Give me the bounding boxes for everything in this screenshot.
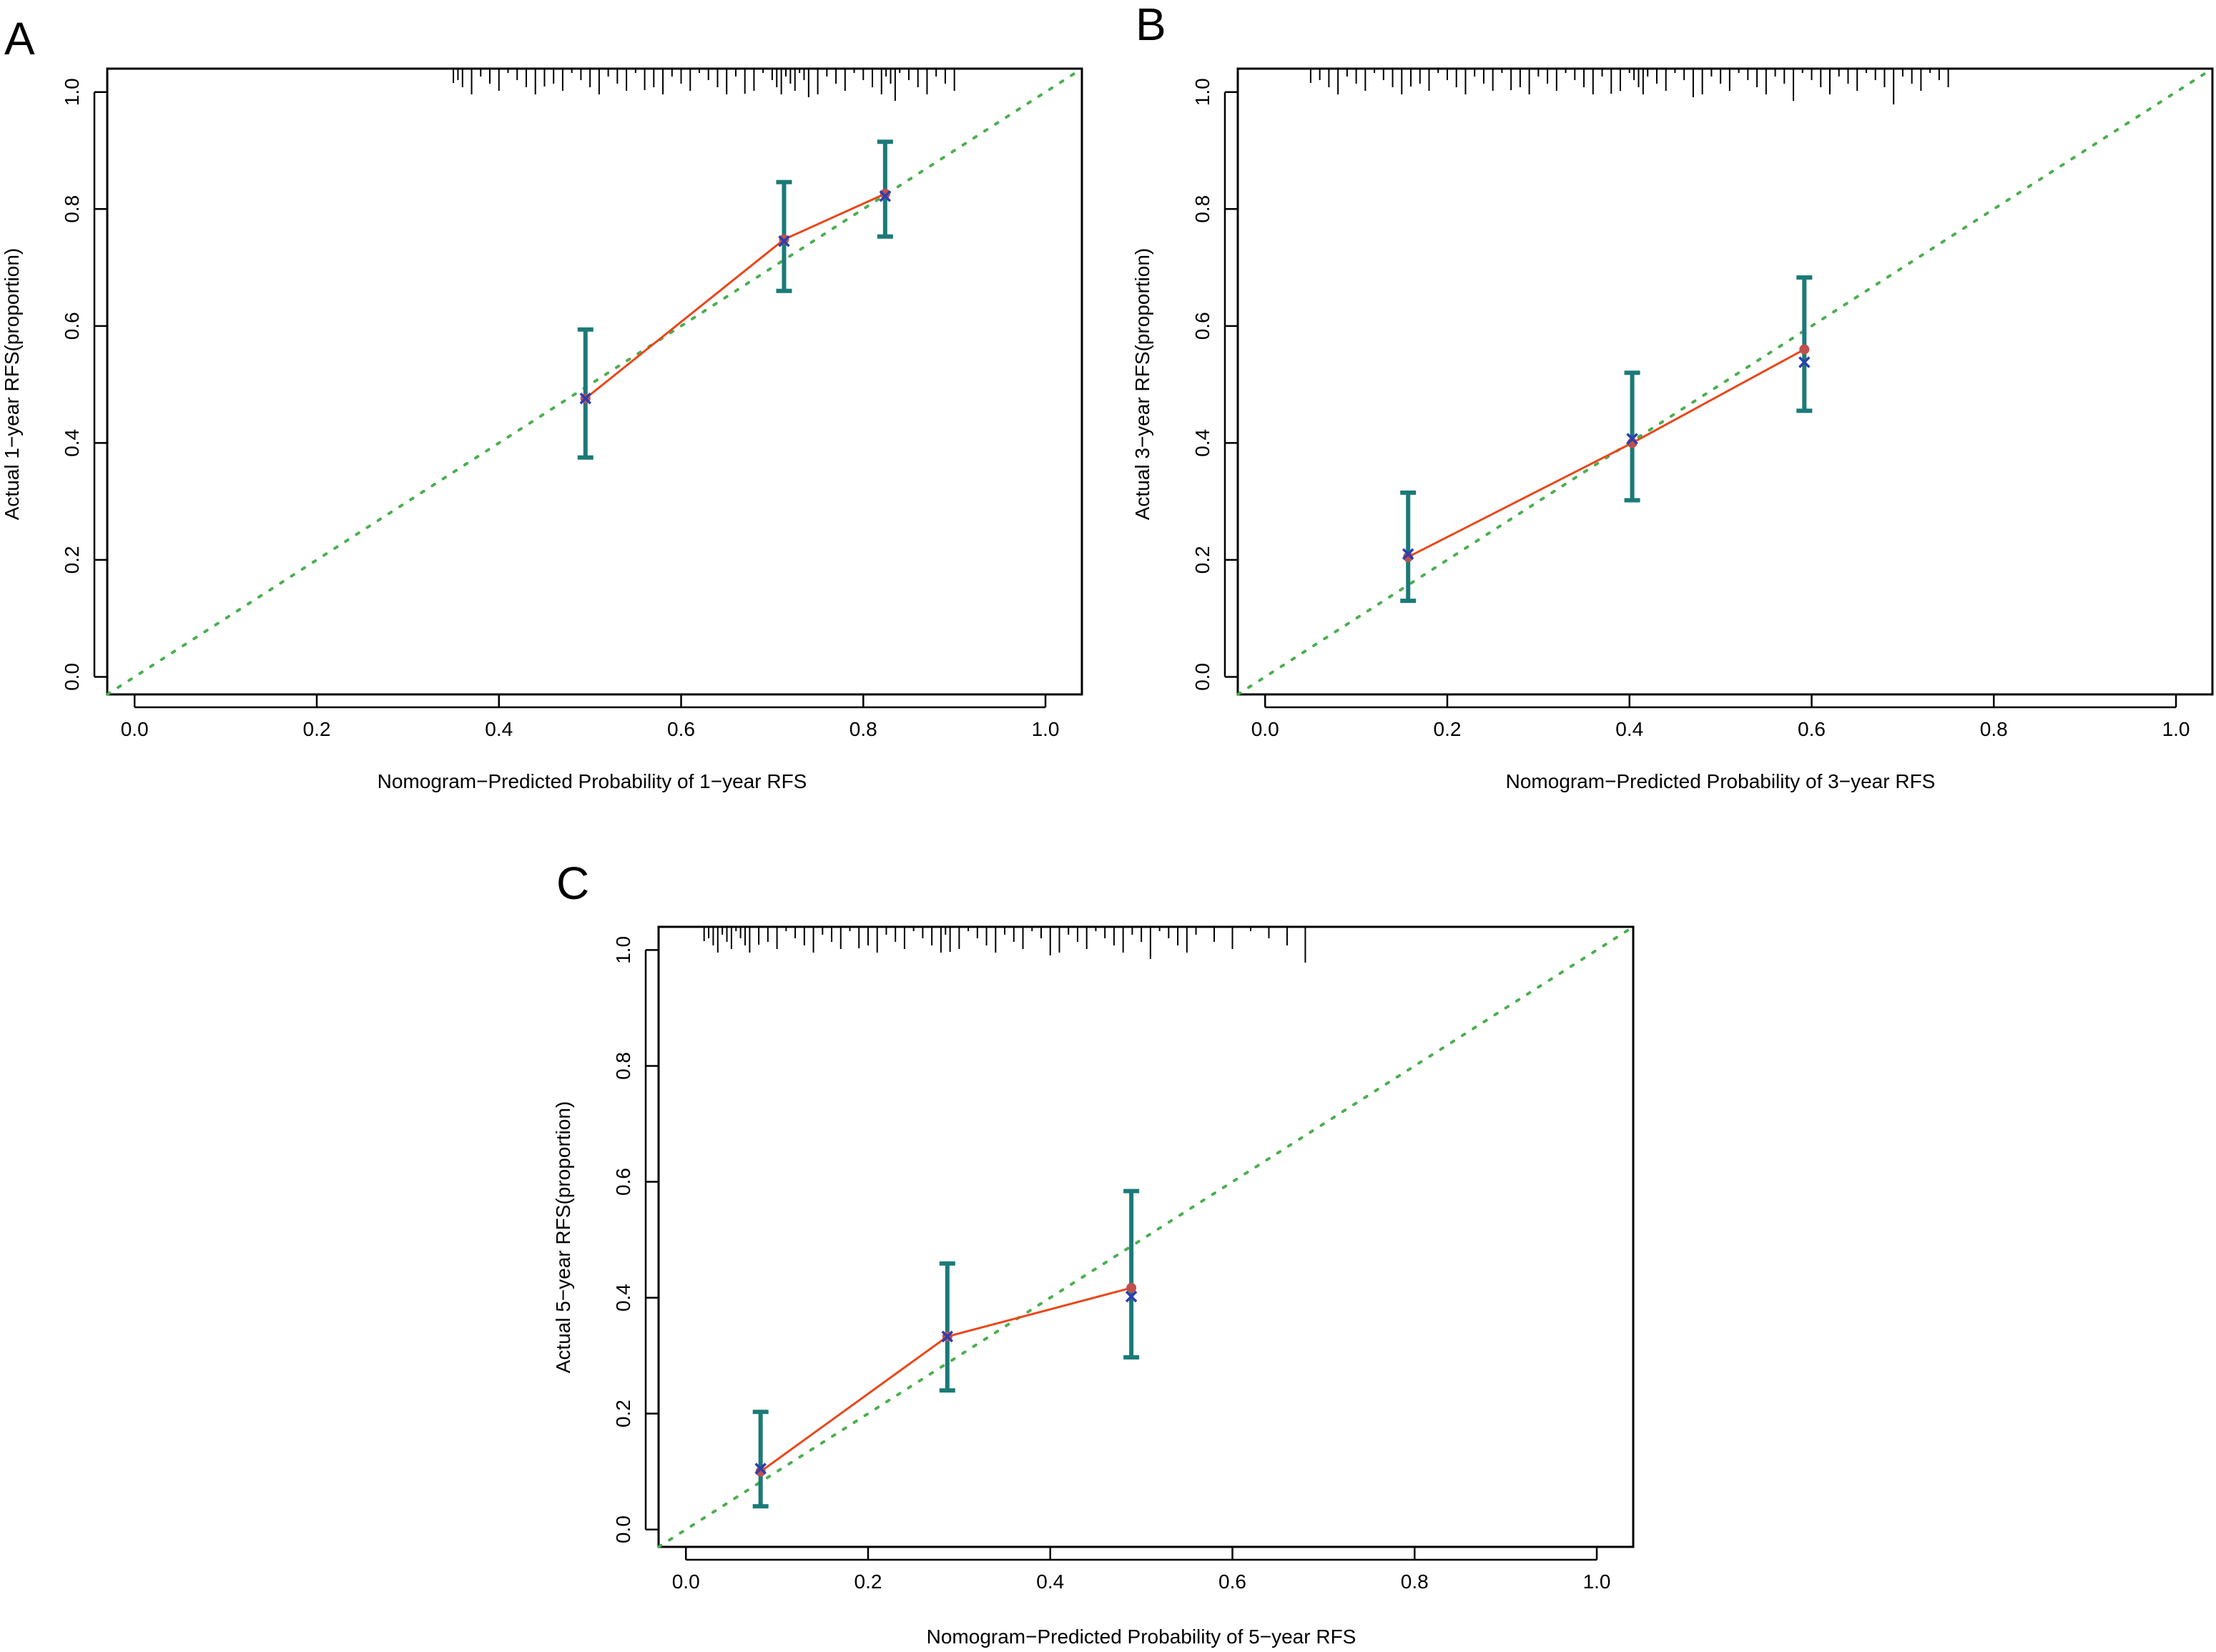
panel-a-y-tick-label: 0.6 <box>61 312 83 340</box>
panel-b-ideal-reference-line <box>1236 67 2214 696</box>
panel-b-x-axis-label: Nomogram−Predicted Probability of 3−year… <box>1506 770 1936 792</box>
panel-b-x-tick-label: 0.4 <box>1615 718 1643 740</box>
panel-b-y-tick-label: 0.2 <box>1191 546 1213 574</box>
panel-a-x-tick-label: 0.0 <box>121 718 149 740</box>
panel-a-y-tick-label: 0.8 <box>61 195 83 223</box>
panel-b-corrected-marker <box>1626 433 1638 445</box>
panel-c-x-tick-label: 0.2 <box>855 1570 882 1593</box>
panel-b-corrected-marker <box>1402 548 1414 560</box>
panel-c-corrected-marker <box>941 1330 954 1343</box>
panel-c-y-tick-label: 0.6 <box>612 1168 634 1196</box>
panel-c-x-tick-label: 1.0 <box>1583 1570 1611 1593</box>
panel-c: C 0.0 0.2 0.4 0.6 0.8 1.0 0.0 0.2 0.4 0.6 0.8 1.0 N… <box>552 857 1635 1648</box>
panel-a-y-tick-label: 0.2 <box>61 546 83 574</box>
panel-c-x-axis-label: Nomogram−Predicted Probability of 5−year… <box>927 1626 1356 1648</box>
panel-b-x-tick-label: 1.0 <box>2162 718 2190 740</box>
panel-a-x-tick-label: 0.8 <box>850 718 877 740</box>
panel-c-y-tick-label: 1.0 <box>612 936 634 964</box>
panel-b-x-tick-label: 0.0 <box>1251 718 1279 740</box>
panel-c-ideal-reference-line <box>657 925 1635 1548</box>
panel-a-observed-point <box>880 189 890 199</box>
panel-a-x-tick-label: 1.0 <box>1032 718 1060 740</box>
panel-a-corrected-marker <box>879 190 892 202</box>
panel-a-corrected-marker <box>579 392 591 405</box>
panel-b-corrected-marker <box>1798 356 1811 368</box>
panel-c-x-tick-label: 0.0 <box>672 1570 700 1593</box>
panel-b-observed-point <box>1403 551 1414 562</box>
panel-a-plot-frame <box>106 67 1083 696</box>
panel-b-y-tick-label: 0.0 <box>1191 663 1213 691</box>
panel-a-y-tick-label: 1.0 <box>61 78 83 106</box>
panel-b-observed-point <box>1799 344 1810 355</box>
panel-label-c: C <box>556 857 589 909</box>
panel-a-y-tick-label: 0.0 <box>61 663 83 691</box>
panel-b-x-tick-label: 0.6 <box>1798 718 1826 740</box>
panel-b-calibration-line <box>1407 348 1806 559</box>
panel-c-observed-point <box>755 1466 766 1477</box>
panel-a-ideal-reference-line <box>106 67 1083 696</box>
panel-a-corrected-marker <box>778 235 790 247</box>
panel-a: A 0.0 0.2 0.4 0.6 0.8 1.0 0.0 0.2 0.4 0.6 0.8 1.0 N… <box>1 13 1083 792</box>
panel-b-y-tick-label: 0.6 <box>1191 312 1213 340</box>
panel-a-y-tick-label: 0.4 <box>61 429 83 457</box>
panel-c-corrected-marker <box>754 1462 767 1475</box>
panel-a-calibration-line <box>584 192 886 400</box>
panel-b-y-tick-label: 0.8 <box>1191 195 1213 223</box>
panel-b-x-tick-label: 0.8 <box>1980 718 2008 740</box>
panel-c-plot: 0.0 0.2 0.4 0.6 0.8 1.0 0.0 0.2 0.4 0.6 0.8 1.0 <box>612 925 1635 1593</box>
panel-a-x-tick-label: 0.2 <box>303 718 331 740</box>
panel-c-y-axis-label: Actual 5−year RFS(proportion) <box>552 1101 574 1374</box>
panel-c-y-tick-label: 0.4 <box>612 1284 634 1312</box>
panel-b-y-tick-label: 1.0 <box>1191 78 1213 106</box>
panel-label-a: A <box>4 13 35 64</box>
panel-c-x-tick-label: 0.6 <box>1218 1570 1246 1593</box>
panel-label-b: B <box>1136 0 1166 50</box>
panel-c-x-tick-label: 0.4 <box>1036 1570 1064 1593</box>
panel-c-y-tick-label: 0.2 <box>612 1400 634 1427</box>
panel-a-x-axis-label: Nomogram−Predicted Probability of 1−year… <box>378 770 807 792</box>
panel-b-y-axis-label: Actual 3−year RFS(proportion) <box>1131 248 1153 521</box>
panel-a-plot: 0.0 0.2 0.4 0.6 0.8 1.0 0.0 0.2 0.4 0.6 0.8 1.0 <box>61 67 1083 740</box>
panel-a-x-tick-label: 0.6 <box>667 718 695 740</box>
panel-c-observed-point <box>1126 1282 1137 1293</box>
panel-b-plot: 0.0 0.2 0.4 0.6 0.8 1.0 0.0 0.2 0.4 0.6 0.8 1.0 <box>1191 67 2214 740</box>
panel-b-plot-frame <box>1236 67 2214 696</box>
panel-c-y-tick-label: 0.0 <box>612 1515 634 1543</box>
panel-c-corrected-marker <box>1125 1290 1138 1303</box>
panel-b-y-tick-label: 0.4 <box>1191 429 1213 457</box>
panel-c-plot-frame <box>657 925 1635 1548</box>
panel-c-y-tick-label: 0.8 <box>612 1052 634 1080</box>
panel-a-y-axis-label: Actual 1−year RFS(proportion) <box>1 248 23 521</box>
panel-b: B 0.0 0.2 0.4 0.6 0.8 1.0 0.0 0.2 0.4 0.6 0.8 1.0 N… <box>1131 0 2214 792</box>
panel-b-x-tick-label: 0.2 <box>1434 718 1462 740</box>
panel-a-x-tick-label: 0.4 <box>485 718 513 740</box>
panel-c-x-tick-label: 0.8 <box>1401 1570 1429 1593</box>
